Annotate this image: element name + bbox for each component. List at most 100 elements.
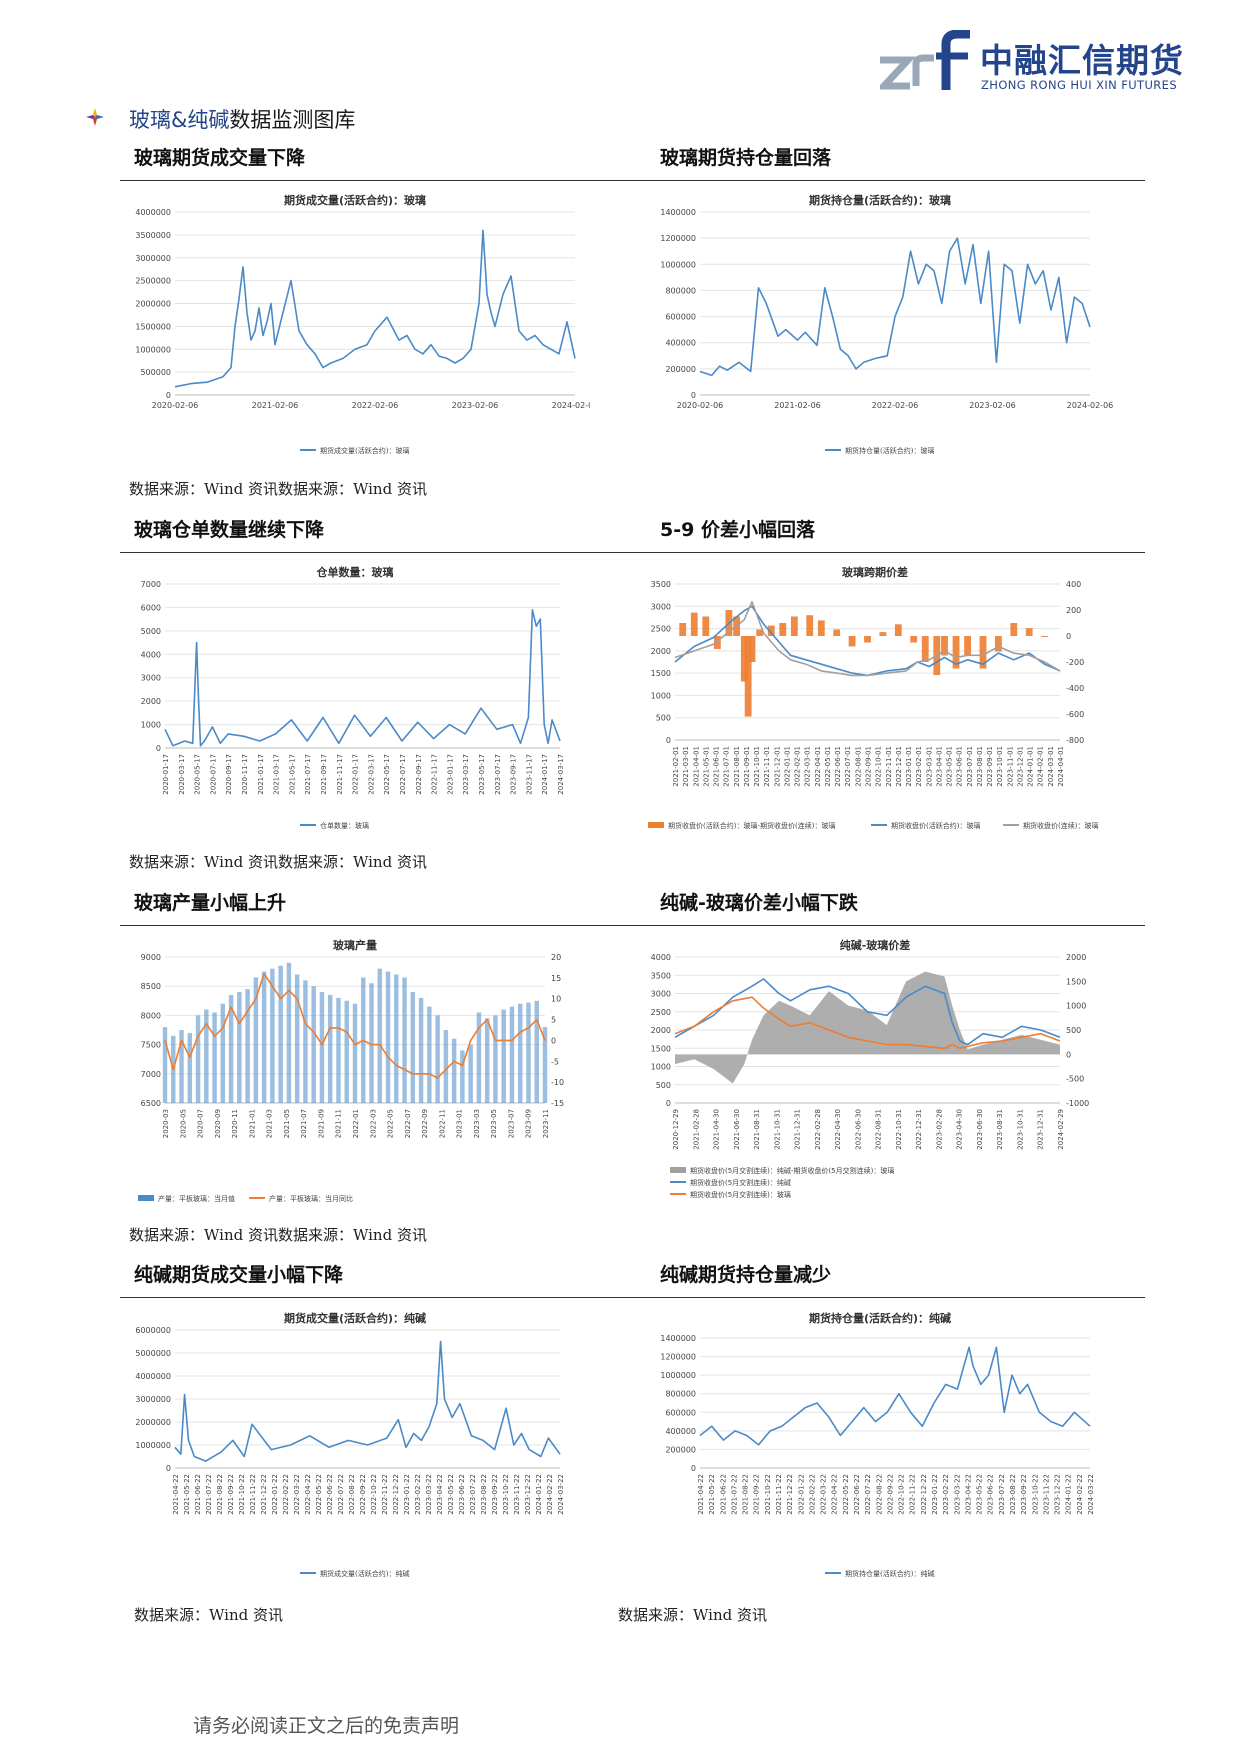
x-tick-label: 2022-01-01 — [783, 746, 791, 787]
x-tick-label: 2024-03-17 — [557, 754, 565, 795]
x-tick-label: 2020-11 — [231, 1109, 239, 1138]
y-tick-label: 3000 — [141, 674, 161, 683]
bar-mark — [542, 1027, 548, 1103]
x-tick-label: 2022-05 — [387, 1109, 395, 1138]
x-tick-label: 2022-05-22 — [315, 1474, 323, 1515]
y-tick-label: 2000 — [141, 697, 161, 706]
x-tick-label: 2021-01-17 — [257, 754, 265, 795]
x-tick-label: 2024-02-22 — [546, 1474, 554, 1515]
bar-mark — [756, 629, 764, 636]
y2-tick-label: -1000 — [1066, 1099, 1089, 1108]
x-tick-label: 2023-10-22 — [1031, 1474, 1039, 1515]
x-tick-label: 2020-01-17 — [162, 754, 170, 795]
y-tick-label: 6500 — [141, 1099, 161, 1108]
x-tick-label: 2022-11-01 — [885, 746, 893, 787]
x-tick-label: 2023-04-22 — [964, 1474, 972, 1515]
x-tick-label: 2022-03-22 — [293, 1474, 301, 1515]
x-tick-label: 2021-08-31 — [753, 1109, 761, 1150]
x-tick-label: 2023-07-17 — [494, 754, 502, 795]
logo-english-name: ZHONG RONG HUI XIN FUTURES — [981, 78, 1178, 92]
x-tick-label: 2021-06-22 — [194, 1474, 202, 1515]
x-tick-label: 2023-11 — [542, 1109, 550, 1138]
x-tick-label: 2021-07-01 — [723, 746, 731, 787]
x-tick-label: 2023-06-01 — [956, 746, 964, 787]
x-tick-label: 2023-09-22 — [1020, 1474, 1028, 1515]
bar-mark — [994, 636, 1002, 652]
x-tick-label: 2022-06-22 — [326, 1474, 334, 1515]
logo-chinese-name: 中融汇信期货 — [980, 41, 1184, 80]
bar-mark — [713, 636, 721, 649]
chart-background — [630, 562, 1120, 840]
section-title-highlight: 玻璃&纯碱 — [129, 108, 230, 132]
y2-tick-label: -800 — [1066, 736, 1084, 745]
y2-tick-label: 0 — [551, 1036, 556, 1045]
chart-svg: 仓单数量：玻璃 0 1000 2000 3000 4000 5000 6000 7000 2020… — [120, 562, 590, 840]
bar-mark — [311, 986, 316, 1103]
x-tick-label: 2022-12-31 — [915, 1109, 923, 1150]
chart-title: 仓单数量：玻璃 — [316, 565, 394, 579]
x-tick-label: 2021-09-22 — [227, 1474, 235, 1515]
chart-svg: 玻璃跨期价差0500100015002000250030003500-800-6… — [630, 562, 1120, 840]
x-tick-label: 2021-05 — [283, 1109, 291, 1138]
x-tick-label: 2022-09-22 — [886, 1474, 894, 1515]
y-tick-label: 3000000 — [135, 254, 171, 263]
y2-tick-label: -5 — [551, 1057, 559, 1066]
y-tick-label: 7000 — [141, 580, 161, 589]
x-tick-label: 2021-12-22 — [786, 1474, 794, 1515]
x-tick-label: 2024-01-17 — [541, 754, 549, 795]
x-tick-label: 2023-12-01 — [1016, 746, 1024, 787]
x-tick-label: 2021-06-01 — [713, 746, 721, 787]
bar-mark — [679, 623, 687, 636]
bar-mark — [517, 1003, 523, 1103]
y-tick-label: 6000000 — [135, 1326, 171, 1335]
bar-mark — [427, 1006, 432, 1103]
y-tick-label: 1400000 — [660, 1334, 696, 1343]
x-tick-label: 2024-03-22 — [1087, 1474, 1095, 1515]
bar-mark — [220, 1003, 226, 1103]
x-tick-label: 2021-09-01 — [743, 746, 751, 787]
chart-svg: 期货成交量(活跃合约)：玻璃 0 500000 1000000 1500000 20000… — [120, 190, 590, 465]
y2-tick-label: 400 — [1066, 580, 1081, 589]
y-tick-label: 2500 — [651, 1008, 671, 1017]
x-tick-label: 2022-10-22 — [370, 1474, 378, 1515]
x-tick-label: 2023-06-30 — [976, 1109, 984, 1150]
bar-mark — [1041, 636, 1049, 637]
x-tick-label: 2022-07-17 — [399, 754, 407, 795]
x-tick-label: 2023-05-22 — [447, 1474, 455, 1515]
panel-title-glass-output: 玻璃产量小幅上升 — [134, 892, 287, 914]
x-tick-label: 2022-04-22 — [831, 1474, 839, 1515]
chart-title: 玻璃跨期价差 — [842, 565, 908, 579]
y-tick-label: 7000 — [141, 1070, 161, 1079]
y-tick-label: 0 — [666, 1099, 671, 1108]
x-tick-label: 2022-12-01 — [895, 746, 903, 787]
x-tick-label: 2023-01-22 — [403, 1474, 411, 1515]
y2-tick-label: -400 — [1066, 684, 1084, 693]
bar-mark — [195, 1015, 201, 1103]
x-tick-label: 2022-04-22 — [304, 1474, 312, 1515]
x-tick-label: 2021-05-01 — [702, 746, 710, 787]
y2-tick-label: 2000 — [1066, 953, 1086, 962]
bar-mark — [910, 636, 918, 643]
y2-tick-label: 500 — [1066, 1026, 1081, 1035]
y-tick-label: 800000 — [665, 1390, 696, 1399]
x-tick-label: 2023-10-01 — [996, 746, 1004, 787]
bar-mark — [319, 992, 325, 1103]
chart-glass-output: 玻璃产量 6500 7000 7500 8000 8500 9000 -15 -10 -5 0 5 10… — [120, 935, 590, 1213]
x-tick-label: 2021-03-01 — [682, 746, 690, 787]
colorful-star-bullet-icon — [86, 108, 104, 126]
y2-tick-label: 5 — [551, 1016, 556, 1025]
x-tick-label: 2021-07 — [300, 1109, 308, 1138]
x-tick-label: 2023-04-30 — [956, 1109, 964, 1150]
bar-mark — [690, 612, 698, 636]
x-tick-label: 2023-11-01 — [1006, 746, 1014, 787]
x-tick-label: 2022-01-22 — [271, 1474, 279, 1515]
x-tick-label: 2021-07-22 — [205, 1474, 213, 1515]
x-tick-label: 2024-03-22 — [557, 1474, 565, 1515]
x-tick-label: 2021-08-22 — [216, 1474, 224, 1515]
chart-background — [120, 190, 590, 465]
y-tick-label: 4000 — [651, 953, 671, 962]
bar-mark — [767, 625, 775, 636]
y-tick-label: 1500 — [651, 669, 671, 678]
y-tick-label: 800000 — [665, 286, 696, 295]
x-tick-label: 2023-07-01 — [966, 746, 974, 787]
